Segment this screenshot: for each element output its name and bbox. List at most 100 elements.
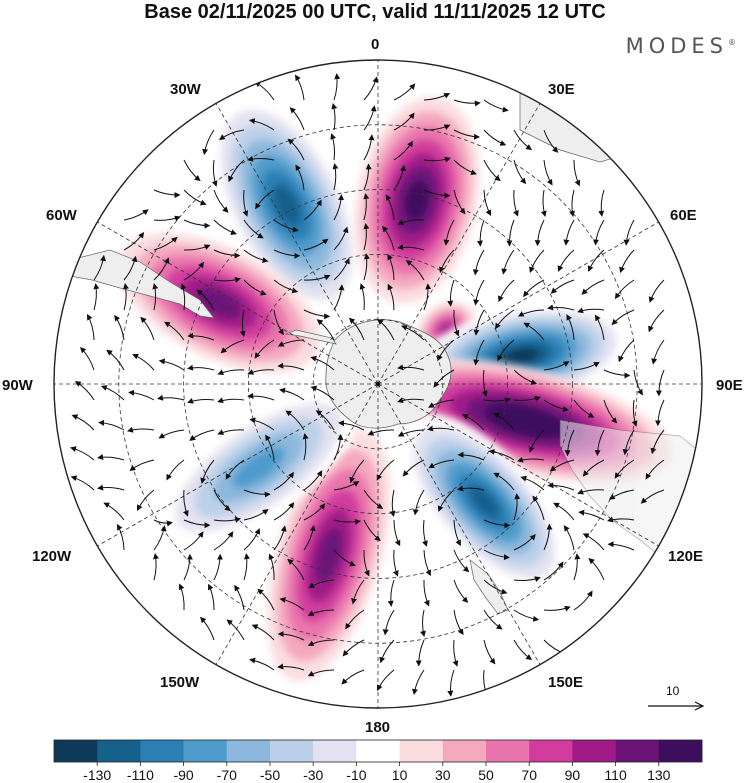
wind-vector-arrow	[332, 163, 339, 191]
wind-vector-arrow	[498, 279, 515, 303]
wind-vector-arrow	[277, 663, 305, 671]
wind-vector-arrow	[393, 519, 401, 547]
wind-vector-arrow	[594, 314, 605, 341]
wind-vector-arrow	[338, 420, 365, 431]
wind-vector-arrow	[248, 118, 275, 131]
wind-vector-arrow	[428, 399, 455, 408]
wind-vector-arrow	[217, 397, 245, 404]
wind-vector-arrow	[513, 493, 521, 521]
wind-vector-arrow	[183, 159, 201, 182]
meridian-line	[215, 103, 379, 385]
wind-vector-arrow	[303, 503, 326, 521]
wind-vector-arrow	[633, 369, 643, 396]
wind-vector-arrow	[247, 392, 275, 401]
wind-vector-arrow	[611, 309, 635, 326]
wind-vector-arrow	[166, 459, 185, 481]
wind-vector-arrow	[543, 159, 553, 186]
wind-vector-arrow	[80, 346, 95, 371]
anomaly-nw-pos	[118, 233, 321, 374]
wind-vector-arrow	[348, 317, 365, 341]
wind-vector-arrow	[437, 489, 455, 512]
colorbar-swatch	[356, 740, 400, 762]
wind-vector-arrow	[287, 558, 305, 581]
colorbar-swatch	[572, 740, 616, 762]
colorbar-swatch	[54, 740, 98, 762]
wind-vector-arrow	[493, 412, 515, 431]
wind-vector-arrow	[411, 669, 425, 695]
wind-vector-arrow	[307, 639, 335, 647]
wind-vector-arrow	[534, 219, 545, 247]
wind-vector-arrow	[363, 105, 377, 131]
wind-vector-arrow	[439, 249, 455, 274]
wind-vector-arrow	[397, 364, 425, 371]
wind-vector-arrow	[564, 429, 575, 457]
wind-vector-arrow	[289, 107, 305, 131]
wind-vector-arrow	[307, 669, 335, 677]
wind-vector-arrow	[106, 349, 125, 371]
wind-vector-arrow	[363, 134, 375, 161]
wind-vector-arrow	[379, 639, 395, 664]
colorbar-swatch	[529, 740, 573, 762]
wind-vector-arrow	[543, 399, 569, 413]
anomaly-field	[118, 94, 672, 682]
wind-vector-arrow	[273, 279, 299, 294]
wind-vector-arrow	[273, 525, 287, 551]
wind-vector-arrow	[279, 387, 305, 401]
meridian-line	[377, 221, 659, 385]
wind-vector-arrow	[573, 590, 593, 611]
wind-vector-arrow	[213, 219, 237, 235]
wind-vector-arrow	[310, 385, 335, 401]
wind-vector-arrow	[423, 549, 431, 577]
wind-vector-arrow	[333, 549, 356, 567]
wind-vector-arrow	[294, 74, 305, 101]
wind-vector-arrow	[651, 339, 665, 365]
wind-vector-arrow	[422, 519, 428, 547]
wind-vector-arrow	[588, 558, 605, 581]
wind-vector-arrow	[517, 456, 545, 463]
wind-vector-arrow	[213, 517, 241, 523]
wind-vector-arrow	[242, 189, 249, 217]
wind-vector-arrow	[127, 426, 155, 433]
wind-vector-arrow	[333, 481, 360, 491]
wind-vector-arrow	[243, 509, 269, 521]
wind-vector-arrow	[333, 73, 341, 101]
wind-vector-arrow	[363, 489, 384, 509]
wind-vector-arrow	[330, 133, 337, 161]
wind-vector-arrow	[453, 519, 461, 547]
meridian-line	[215, 383, 379, 665]
wind-vector-arrow	[453, 549, 470, 573]
wind-vector-arrow	[268, 553, 275, 581]
wind-vector-arrow	[243, 279, 267, 296]
wind-vector-arrow	[123, 231, 145, 251]
wind-vector-arrow	[132, 353, 155, 371]
wind-vector-arrow	[273, 249, 301, 259]
wind-vector-arrow	[303, 238, 329, 251]
wind-vector-arrow	[129, 459, 155, 472]
wind-vector-arrow	[277, 339, 305, 347]
wind-vector-arrow	[573, 159, 581, 187]
wind-vector-arrow	[415, 639, 425, 667]
wind-vector-arrow	[598, 189, 605, 217]
wind-vector-arrow	[187, 364, 215, 371]
wind-vector-arrow	[447, 669, 455, 697]
wind-vector-arrow	[333, 518, 361, 525]
wind-vector-arrow	[187, 332, 215, 341]
wind-vector-arrow	[183, 219, 211, 229]
wind-vector-arrow	[74, 381, 95, 401]
wind-vector-arrow	[397, 429, 425, 437]
wind-vector-arrow	[587, 249, 605, 272]
wind-vector-arrow	[342, 639, 365, 657]
wind-vector-arrow	[483, 159, 501, 182]
colorbar-tick-label: -10	[346, 767, 366, 783]
wind-vector-arrow	[397, 219, 425, 226]
wind-vector-arrow	[622, 429, 635, 456]
wind-vector-arrow	[566, 314, 575, 341]
wind-vector-arrow	[200, 616, 215, 641]
colorbar-tick-label: 130	[647, 767, 671, 783]
lon-label-0: 0	[371, 36, 380, 53]
wind-vector-arrow	[257, 588, 275, 611]
wind-vector-arrow	[70, 475, 95, 491]
wind-vector-arrow	[543, 561, 564, 581]
wind-vector-arrow	[483, 129, 507, 146]
wind-vector-arrow	[640, 489, 665, 504]
